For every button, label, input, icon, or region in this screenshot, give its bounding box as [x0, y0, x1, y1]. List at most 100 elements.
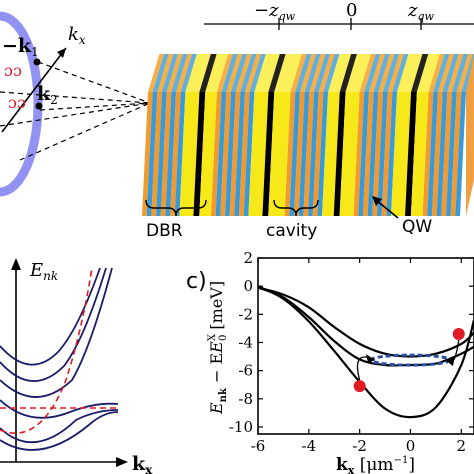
top-layer-orange	[299, 54, 317, 92]
photon-pair-symbol-top: ɔɔ	[4, 61, 22, 80]
layer-orange	[160, 92, 172, 216]
cone-line-5	[0, 102, 151, 127]
top-layer-blue	[240, 54, 257, 92]
top-layer-orange	[359, 54, 376, 92]
layer-orange	[151, 92, 163, 216]
top-layer-blue	[323, 54, 340, 92]
cavity-label: cavity	[266, 221, 317, 241]
x-tick-label: -4	[302, 437, 317, 455]
top-layer-blue	[442, 54, 459, 92]
cone-line-2	[37, 61, 151, 104]
panel-c-plot-area: -6 -4 -2 0 2 2 0 -2 -4 -6 -8 -10	[229, 249, 474, 455]
top-layer-yellow	[185, 54, 211, 92]
panel-b-photon-dispersion	[0, 267, 93, 434]
scatter-arrowhead-right	[445, 357, 455, 367]
top-layer-blue	[382, 54, 400, 92]
top-layer-blue	[231, 54, 248, 92]
layer-orange	[293, 92, 305, 216]
k-x-label: kx	[68, 24, 86, 47]
layer-blue	[156, 92, 167, 216]
top-layer-orange	[437, 54, 455, 92]
microcavity-structure: −zqw 0 zqw DBR cavity QW	[142, 0, 474, 241]
cone-line-4	[19, 102, 151, 161]
layer-yellow	[339, 92, 360, 216]
top-layer-black	[339, 54, 357, 92]
z-zero-label: 0	[346, 0, 357, 21]
layer-orange	[372, 92, 383, 216]
k-minus-1-label: −k1	[2, 35, 39, 59]
z-plus-label: zqw	[407, 0, 435, 23]
panel-b-branch-5	[0, 409, 119, 443]
layer-orange	[170, 92, 181, 216]
x-tick-label: -2	[352, 437, 367, 455]
x-tick-label: -6	[251, 437, 266, 455]
k-2-label: k2	[37, 83, 58, 107]
layer-orange	[220, 92, 232, 216]
qw-pointer-arrow	[375, 199, 399, 219]
top-layer-yellow	[254, 54, 280, 92]
panel-c: c) Enk − EEX0 [meV] kx [μm−1] -6 -4 -2 0 2 2 0…	[186, 249, 474, 474]
layer-orange	[312, 92, 324, 216]
top-layer-yellow	[274, 54, 303, 92]
layer-yellow	[199, 92, 217, 216]
layer-blue	[165, 92, 177, 216]
condensate-ring	[369, 353, 452, 367]
layer-yellow	[248, 92, 269, 216]
layer-blue	[298, 92, 310, 216]
y-tick-label: -4	[238, 333, 253, 351]
y-tick-label: 0	[243, 277, 253, 295]
layer-blue	[146, 92, 158, 216]
top-layer-orange	[176, 54, 193, 92]
layer-orange	[353, 92, 365, 216]
y-tick-label: -10	[229, 418, 253, 436]
top-layer-orange	[216, 54, 234, 92]
dispersion-branch-2	[257, 286, 474, 367]
layer-blue	[455, 92, 466, 216]
panel-b-branch-2	[0, 267, 107, 382]
front-face-layers	[142, 92, 466, 216]
top-layer-blue	[314, 54, 331, 92]
panel-c-ylabel: Enk − EEX0 [meV]	[207, 281, 229, 415]
top-layer-orange	[290, 54, 307, 92]
top-layer-blue	[373, 54, 390, 92]
top-layer-blue	[171, 54, 188, 92]
layer-yellow	[410, 92, 429, 216]
x-tick-label: 2	[457, 437, 467, 455]
layer-blue	[225, 92, 236, 216]
panel-b-branch-6	[0, 411, 119, 451]
dispersion-branch-3	[257, 285, 474, 419]
layer-black	[405, 92, 417, 216]
layer-orange	[381, 92, 393, 216]
photon-pair-symbol-bottom: ɔɔ	[8, 93, 26, 112]
top-layer-yellow	[205, 54, 229, 92]
top-layer-blue	[433, 54, 450, 92]
panel-c-xlabel: kx [μm−1]	[336, 455, 415, 474]
k-2-dot	[35, 102, 43, 110]
top-layer-blue	[461, 54, 474, 92]
top-layer-blue	[162, 54, 179, 92]
top-layer-blue	[221, 54, 238, 92]
top-layer-yellow	[328, 54, 352, 92]
panel-b-branch-4	[0, 399, 119, 419]
layer-black	[333, 92, 346, 216]
layer-yellow	[179, 92, 200, 216]
z-minus-label: −zqw	[254, 0, 296, 23]
top-layer-orange	[166, 54, 183, 92]
layer-orange	[210, 92, 222, 216]
layer-black	[262, 92, 275, 216]
top-layer-black	[199, 54, 217, 92]
layer-orange	[422, 92, 434, 216]
top-layer-orange	[157, 54, 174, 92]
panel-b-branch-3	[0, 267, 113, 398]
layer-orange	[229, 92, 241, 216]
qw-pointer-arrowhead	[372, 196, 382, 206]
y-tick-label: 2	[243, 249, 253, 267]
top-layer-orange	[428, 54, 445, 92]
panel-b-xlabel: kx	[132, 453, 153, 474]
top-layer-blue	[304, 54, 321, 92]
top-layer-orange	[456, 54, 473, 92]
layer-blue	[308, 92, 319, 216]
momentum-ring-panel: kx −k1 k2 ɔɔ ɔɔ	[0, 11, 151, 197]
panel-b-branch-1	[0, 267, 101, 366]
layer-blue	[243, 92, 255, 216]
